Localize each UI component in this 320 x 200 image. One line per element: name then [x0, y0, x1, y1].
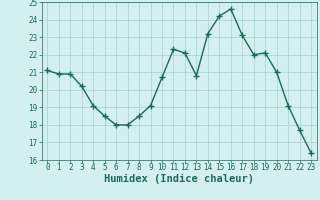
X-axis label: Humidex (Indice chaleur): Humidex (Indice chaleur)	[104, 174, 254, 184]
